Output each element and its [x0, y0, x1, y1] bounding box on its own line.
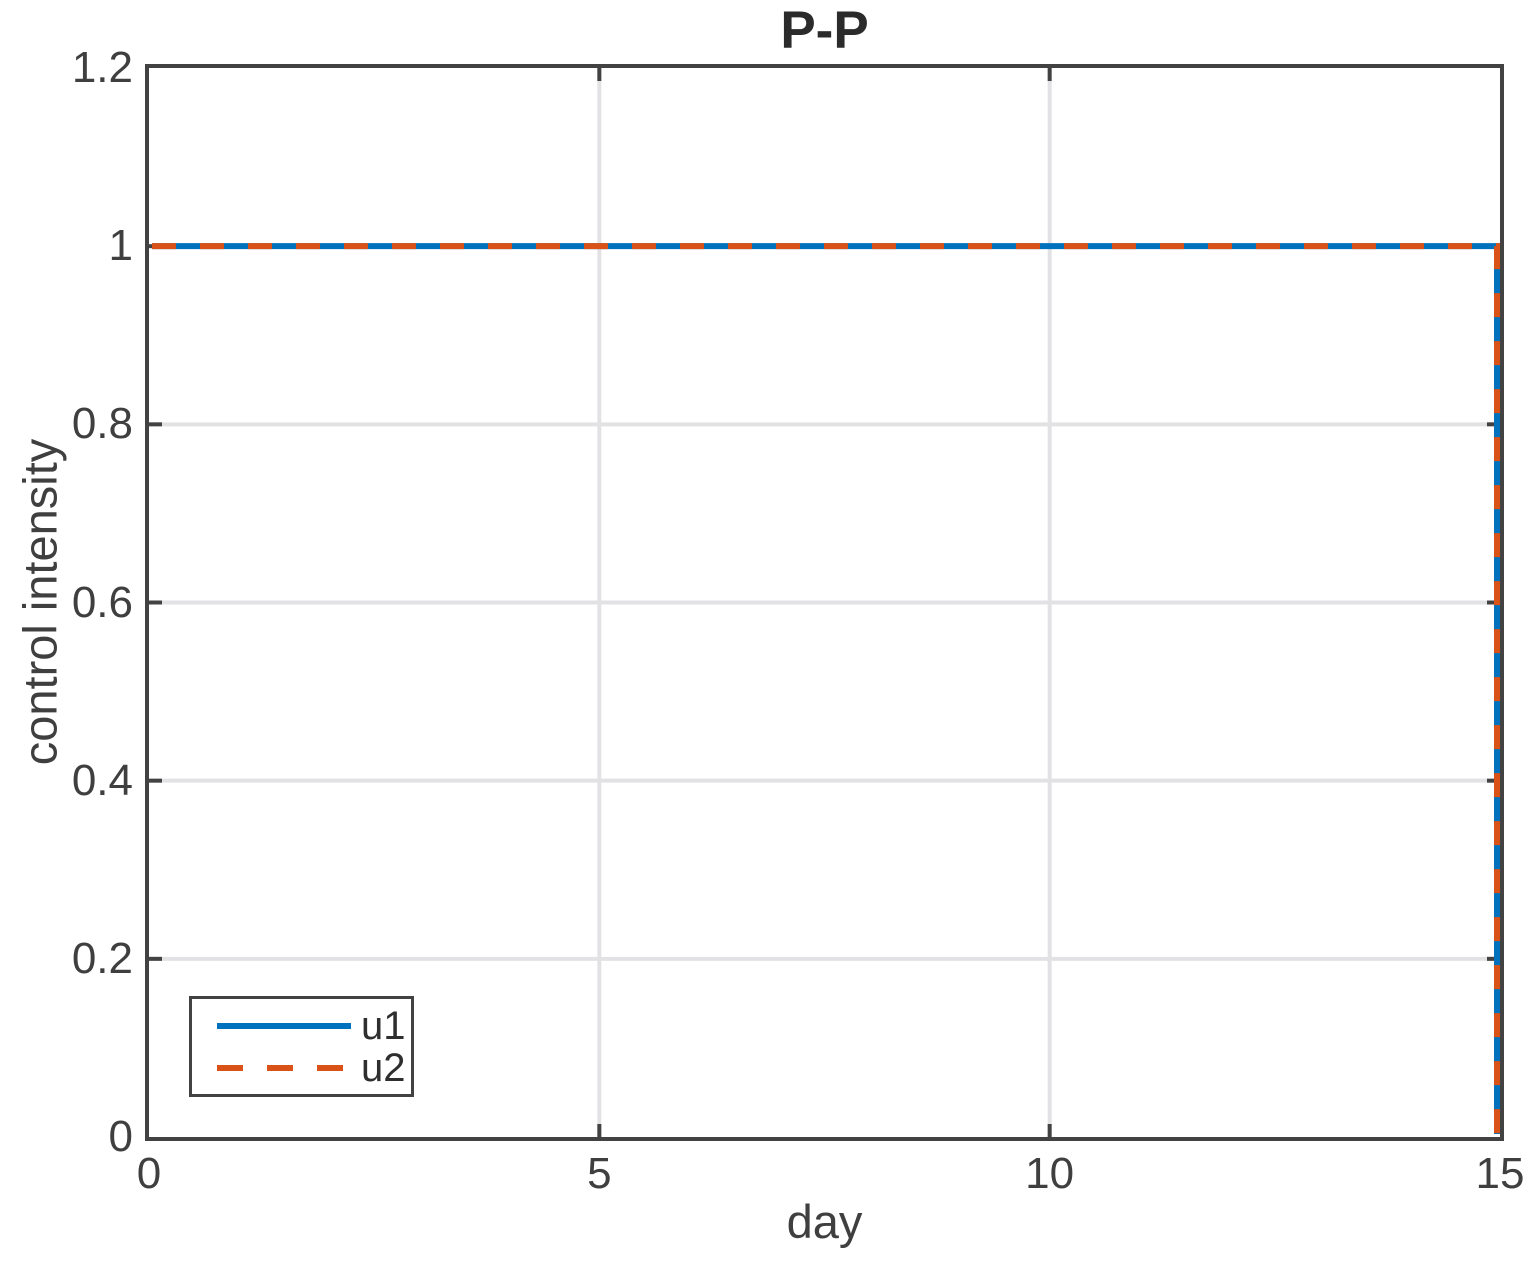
y-tick-label: 0 — [108, 1112, 133, 1161]
legend-label-u1: u1 — [361, 1003, 406, 1048]
plot-title: P-P — [780, 1, 869, 60]
solid-line-icon — [217, 1022, 351, 1029]
y-tick-label: 0.6 — [71, 577, 133, 627]
dashed-line-icon — [217, 1064, 351, 1071]
chart-canvas — [149, 68, 1500, 1137]
plot-area — [145, 64, 1504, 1141]
y-tick-label: 0.4 — [71, 755, 133, 805]
legend-label-u2: u2 — [361, 1045, 406, 1090]
x-tick-label: 10 — [1025, 1149, 1075, 1198]
x-tick-label: 15 — [1475, 1149, 1525, 1198]
x-tick-label: 5 — [587, 1149, 612, 1198]
legend: u1 u2 — [189, 996, 414, 1097]
x-axis-label: day — [786, 1195, 863, 1248]
legend-item-u2: u2 — [192, 1047, 411, 1089]
x-tick-label: 0 — [136, 1149, 162, 1198]
series-line-u2 — [152, 243, 1500, 1134]
y-tick-label: 0.8 — [71, 399, 133, 449]
y-tick-label: 1 — [108, 221, 133, 271]
legend-item-u1: u1 — [192, 1005, 411, 1047]
y-tick-label: 0.2 — [71, 933, 133, 983]
y-tick-label: 1.2 — [71, 43, 133, 92]
